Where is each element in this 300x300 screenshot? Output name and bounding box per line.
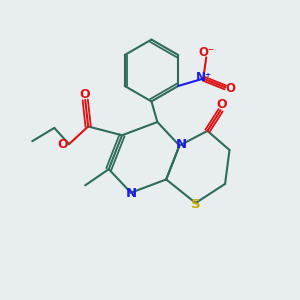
Text: N: N (176, 139, 188, 152)
Text: O: O (216, 98, 227, 111)
Text: N⁺: N⁺ (196, 71, 212, 84)
Text: O: O (57, 138, 68, 151)
Text: O⁻: O⁻ (198, 46, 214, 59)
Text: N: N (126, 188, 137, 200)
Text: O: O (79, 88, 90, 101)
Text: O: O (226, 82, 236, 95)
Text: S: S (191, 198, 201, 211)
